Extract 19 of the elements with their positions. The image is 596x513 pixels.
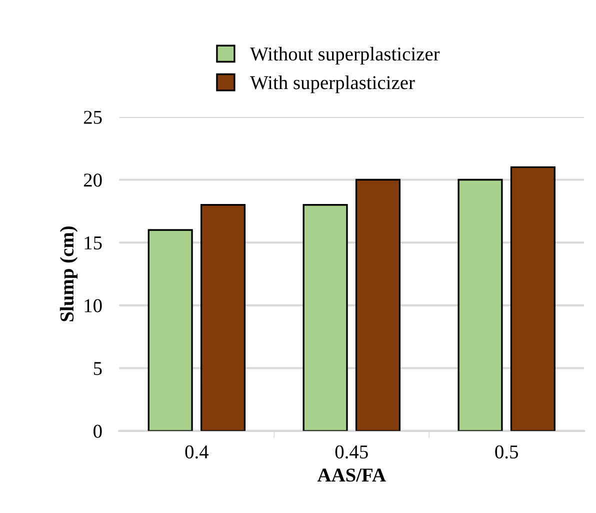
bar [355,178,401,431]
x-tick-label: 0.45 [335,445,368,459]
bar [200,204,246,431]
y-axis-title: Slump (cm) [60,226,78,322]
legend-label: Without superplasticizer [250,46,440,65]
x-axis-title: AAS/FA [317,468,386,482]
bar [302,204,348,431]
bar [510,166,556,431]
x-tick-label: 0.5 [495,445,518,459]
y-tick-label: 20 [84,174,102,187]
y-tick-label: 5 [94,362,102,376]
bar [148,229,193,431]
bar [458,178,503,431]
legend-label: With superplasticizer [250,76,415,94]
y-tick-label: 15 [84,236,102,250]
y-tick-label: 10 [84,299,102,312]
x-tick-label: 0.4 [185,445,209,459]
y-tick-label: 0 [94,424,102,438]
y-tick-label: 25 [84,110,102,124]
